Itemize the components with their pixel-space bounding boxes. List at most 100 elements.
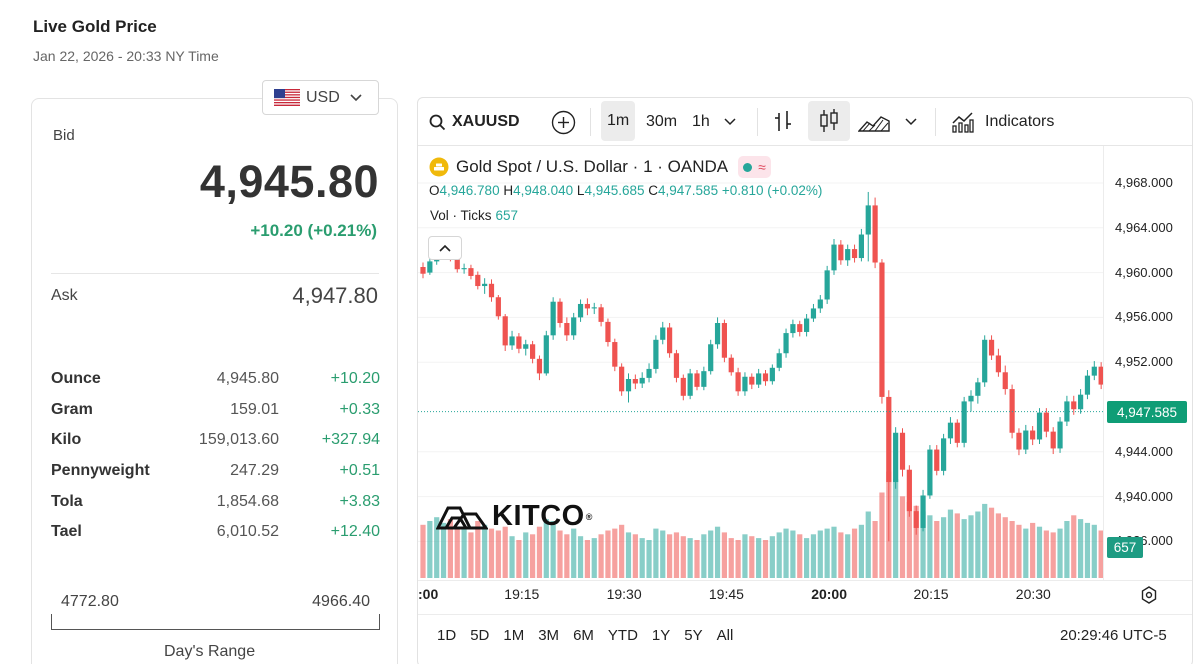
interval-1m[interactable]: 1m — [601, 101, 636, 141]
volume-bar — [673, 532, 680, 578]
volume-bar — [831, 526, 837, 578]
volume-bar — [1078, 519, 1084, 578]
volume-bar — [625, 532, 632, 578]
candle — [625, 379, 632, 392]
collapse-legend-button[interactable] — [428, 236, 462, 260]
time-tick-label: 19:15 — [504, 586, 540, 602]
chevron-down-icon — [724, 118, 736, 126]
volume-bar — [728, 538, 734, 578]
volume-bar — [995, 513, 1001, 578]
volume-bar — [440, 522, 447, 578]
indicators-icon — [952, 112, 974, 133]
range-5y[interactable]: 5Y — [684, 627, 703, 644]
range-1d[interactable]: 1D — [437, 627, 457, 644]
range-3m[interactable]: 3M — [538, 627, 560, 644]
bar-chart-type-button[interactable] — [772, 104, 794, 140]
candle — [824, 270, 830, 300]
volume-bar — [550, 521, 556, 578]
candle — [1030, 430, 1036, 440]
interval-30m[interactable]: 30m — [646, 113, 678, 130]
range-6m[interactable]: 6M — [573, 627, 594, 644]
volume-bar — [1050, 532, 1056, 578]
compare-button[interactable] — [551, 104, 576, 140]
bid-change: +10.20 (+0.21%) — [250, 221, 377, 240]
kitco-logo: KITCO ® — [436, 500, 593, 533]
candle — [838, 244, 844, 261]
volume-bar — [1009, 521, 1015, 578]
volume-bar — [495, 530, 501, 578]
candle — [797, 324, 803, 332]
candle — [454, 258, 460, 270]
time-tick-label: 20:00 — [811, 586, 847, 602]
candle — [577, 303, 584, 318]
candle — [804, 318, 810, 332]
chart-settings-icon[interactable] — [1140, 586, 1158, 604]
gold-coin-icon — [429, 157, 449, 177]
volume-bar — [988, 507, 995, 578]
bid-price: 4,945.80 — [199, 156, 379, 207]
range-all[interactable]: All — [716, 627, 734, 644]
area-chart-type-button[interactable] — [858, 104, 890, 140]
candle — [523, 344, 529, 349]
volume-bar — [536, 526, 543, 578]
candlestick-chart[interactable] — [418, 146, 1104, 580]
volume-bar — [783, 528, 789, 578]
volume-bar — [968, 515, 974, 578]
interval-dropdown[interactable] — [724, 104, 736, 140]
candle — [845, 249, 851, 261]
volume-bar — [530, 534, 536, 578]
candle — [988, 339, 995, 356]
candle — [488, 283, 495, 298]
unit-name: Ounce — [51, 370, 101, 388]
volume-bar — [893, 479, 899, 578]
currency-select[interactable]: USD — [262, 80, 379, 115]
open-label: O — [429, 183, 440, 198]
last-volume-tag: 657 — [1107, 537, 1143, 558]
volume-bar — [612, 528, 618, 578]
volume-bar — [653, 528, 659, 578]
volume-bar — [605, 530, 611, 578]
volume-bar — [961, 519, 967, 578]
volume-bar — [927, 515, 933, 578]
candle — [509, 336, 515, 346]
currency-label: USD — [306, 88, 340, 106]
candle-chart-type-button[interactable] — [808, 101, 850, 141]
unit-value: 6,010.52 — [216, 523, 279, 541]
volume-bar — [1030, 522, 1036, 578]
chart-clock[interactable]: 20:29:46 UTC-5 — [1060, 627, 1167, 644]
candle — [605, 321, 611, 343]
candle — [762, 373, 769, 382]
candle — [475, 274, 481, 287]
market-status-badge[interactable]: ≈ — [738, 156, 771, 178]
bid-label: Bid — [53, 127, 75, 144]
candle — [701, 371, 707, 387]
area-chart-icon — [858, 116, 890, 132]
volume-bar — [714, 526, 721, 578]
volume-bar — [577, 536, 584, 578]
candle — [1098, 366, 1104, 385]
interval-1h[interactable]: 1h — [692, 113, 710, 130]
range-1m[interactable]: 1M — [503, 627, 525, 644]
candle — [735, 372, 741, 392]
range-1y[interactable]: 1Y — [651, 627, 671, 644]
volume-bar — [1084, 522, 1091, 578]
candle — [1023, 430, 1029, 450]
price-scale-border — [1103, 146, 1104, 580]
unit-change: +3.83 — [339, 492, 380, 510]
candle — [954, 422, 960, 443]
unit-change: +12.40 — [330, 523, 380, 541]
range-5d[interactable]: 5D — [470, 627, 490, 644]
candle — [714, 323, 721, 345]
price-tick-label: 4,940.000 — [1115, 488, 1173, 504]
symbol-search[interactable]: XAUUSD — [429, 104, 520, 140]
volume-bar — [598, 534, 604, 578]
candle — [831, 244, 837, 271]
price-tick-label: 4,968.000 — [1115, 175, 1173, 190]
day-range-bar — [51, 614, 380, 630]
candle — [1002, 372, 1008, 390]
volume-bar — [1071, 515, 1077, 578]
volume-bar — [482, 524, 488, 578]
range-ytd[interactable]: YTD — [607, 627, 638, 644]
chart-type-dropdown[interactable] — [905, 104, 917, 140]
indicators-button[interactable]: Indicators — [951, 104, 1054, 140]
